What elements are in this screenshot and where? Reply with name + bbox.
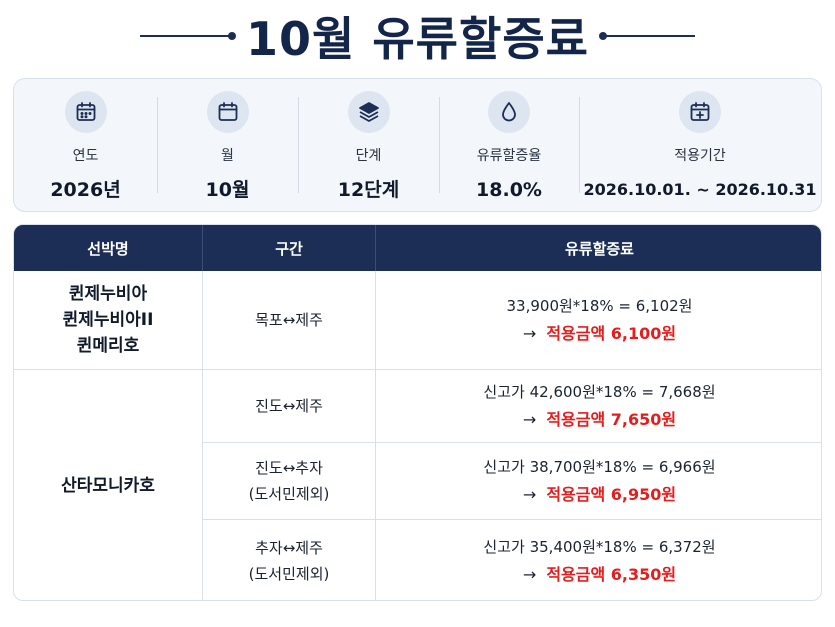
route-text: 목포↔제주	[255, 311, 323, 329]
title-row: 10월 유류할증료	[0, 0, 835, 72]
fare-table: 선박명 구간 유류할증료 퀸제누비아 퀸제누비아II 퀸메리호 산타모니카호 목…	[13, 224, 822, 601]
applied-amount: → 적용금액 6,100원	[523, 323, 676, 345]
route-text: 진도↔추자	[255, 459, 323, 477]
applied-amount-label: 적용금액 6,350원	[546, 565, 677, 584]
surcharge-cell: 신고가 38,700원*18% = 6,966원 → 적용금액 6,950원	[376, 443, 821, 519]
info-period-label: 적용기간	[674, 148, 726, 164]
arrow-icon: →	[522, 410, 537, 429]
row-divider	[202, 519, 821, 520]
row-divider	[202, 442, 821, 443]
ship-name: 퀸제누비아II	[62, 310, 154, 330]
info-rate-label: 유류할증율	[476, 148, 542, 164]
calc-text: 신고가 42,600원*18% = 7,668원	[483, 383, 716, 401]
row-divider	[14, 369, 821, 370]
route-text: 추자↔제주	[255, 539, 323, 557]
arrow-icon: →	[522, 565, 537, 584]
calendar-icon	[64, 91, 107, 133]
page-title: 10월 유류할증료	[246, 12, 589, 66]
ship-cell: 산타모니카호	[14, 370, 202, 600]
applied-amount-label: 적용금액 6,950원	[546, 485, 677, 504]
ship-cell: 퀸제누비아 퀸제누비아II 퀸메리호	[14, 271, 202, 369]
route-note: (도서민제외)	[248, 485, 330, 503]
column-divider	[375, 271, 376, 600]
ship-name: 산타모니카호	[61, 476, 155, 496]
ship-name: 퀸제누비아	[68, 284, 148, 304]
layers-icon	[347, 91, 390, 133]
drop-icon	[488, 91, 530, 133]
table-header: 선박명 구간 유류할증료	[14, 225, 821, 271]
info-stage-value: 12단계	[337, 179, 400, 201]
route-cell: 진도↔추자 (도서민제외)	[203, 443, 375, 519]
calc-text: 신고가 38,700원*18% = 6,966원	[483, 458, 716, 476]
info-stage-label: 단계	[355, 148, 382, 164]
calendar-plus-icon	[679, 91, 721, 133]
info-year-value: 2026년	[50, 179, 121, 201]
calc-text: 신고가 35,400원*18% = 6,372원	[483, 538, 716, 556]
arrow-icon: →	[522, 324, 537, 343]
applied-amount-label: 적용금액 7,650원	[546, 410, 677, 429]
header-ship: 선박명	[87, 239, 129, 258]
ship-name: 퀸메리호	[76, 336, 140, 356]
applied-amount: → 적용금액 6,350원	[523, 564, 676, 586]
route-cell: 추자↔제주 (도서민제외)	[203, 520, 375, 600]
info-panel: 연도 2026년 월 10월 단계 12단계	[13, 78, 822, 212]
calc-text: 33,900원*18% = 6,102원	[506, 297, 693, 315]
applied-amount: → 적용금액 6,950원	[523, 484, 676, 506]
applied-amount-label: 적용금액 6,100원	[546, 324, 677, 343]
info-month-label: 월	[221, 148, 234, 164]
info-year-label: 연도	[72, 148, 99, 164]
title-decoration-left	[140, 32, 237, 40]
header-route: 구간	[202, 225, 375, 271]
info-year: 연도 2026년	[14, 79, 157, 211]
info-stage: 단계 12단계	[298, 79, 439, 211]
info-month-value: 10월	[205, 179, 250, 201]
applied-amount: → 적용금액 7,650원	[523, 409, 676, 431]
calendar-icon	[206, 91, 249, 133]
info-period-value: 2026.10.01. ~ 2026.10.31	[583, 180, 817, 199]
surcharge-cell: 신고가 42,600원*18% = 7,668원 → 적용금액 7,650원	[376, 370, 821, 442]
surcharge-cell: 신고가 35,400원*18% = 6,372원 → 적용금액 6,350원	[376, 520, 821, 600]
title-decoration-right	[598, 32, 695, 40]
route-note: (도서민제외)	[248, 565, 330, 583]
route-cell: 진도↔제주	[203, 370, 375, 442]
info-month: 월 10월	[157, 79, 298, 211]
info-rate: 유류할증율 18.0%	[439, 79, 579, 211]
info-rate-value: 18.0%	[476, 179, 542, 201]
column-divider	[202, 271, 203, 600]
header-surcharge: 유류할증료	[375, 225, 821, 271]
surcharge-cell: 33,900원*18% = 6,102원 → 적용금액 6,100원	[376, 271, 821, 369]
info-period: 적용기간 2026.10.01. ~ 2026.10.31	[579, 79, 821, 211]
arrow-icon: →	[522, 485, 537, 504]
route-text: 진도↔제주	[255, 397, 323, 415]
route-cell: 목포↔제주	[203, 271, 375, 369]
